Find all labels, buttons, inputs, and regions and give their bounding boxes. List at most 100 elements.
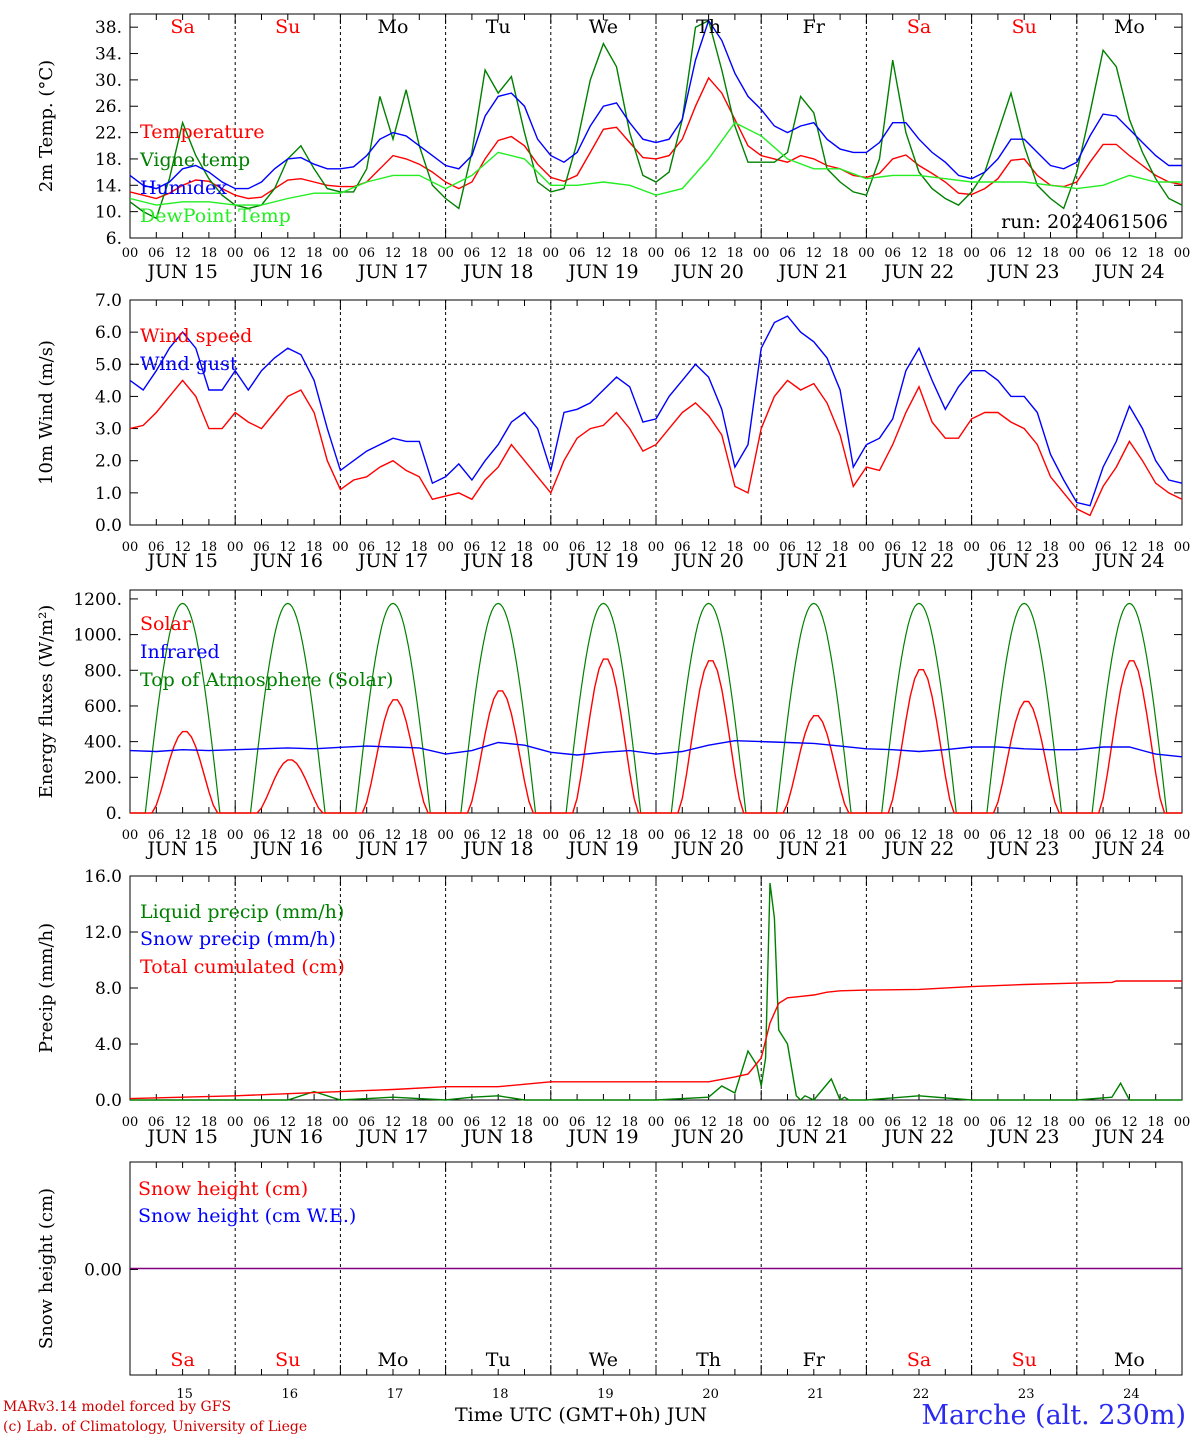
panel-4-hour-label: 00 bbox=[1069, 1115, 1086, 1130]
panel-3-legend-entry: Infrared bbox=[140, 641, 220, 663]
panel-4-hour-label: 12 bbox=[595, 1115, 612, 1130]
panel-1-hour-label: 06 bbox=[569, 246, 586, 261]
panel-1-hour-label: 00 bbox=[963, 246, 980, 261]
panel-3-hour-label: 00 bbox=[963, 828, 980, 843]
panel-4-date-label: JUN 24 bbox=[1092, 1126, 1164, 1148]
panel-3-date-label: JUN 17 bbox=[356, 838, 428, 860]
panel-2-date-label: JUN 15 bbox=[145, 550, 217, 572]
panel-2-hour-label: 06 bbox=[358, 540, 375, 555]
panel-2-hour-label: 12 bbox=[280, 540, 297, 555]
panel-1-y-tick-label: 34. bbox=[95, 45, 122, 65]
panel-2-hour-label: 06 bbox=[148, 540, 165, 555]
panel-3-legend-entry: Solar bbox=[140, 613, 192, 635]
panel-3-hour-label: 06 bbox=[569, 828, 586, 843]
panel-4-hour-label: 18 bbox=[1147, 1115, 1164, 1130]
panel-2-y-tick-label: 6.0 bbox=[95, 323, 122, 343]
panel-4-hour-label: 06 bbox=[884, 1115, 901, 1130]
weekday-label-bottom: We bbox=[589, 1349, 618, 1371]
panel-4-hour-label: 12 bbox=[490, 1115, 507, 1130]
panel-4-hour-label: 06 bbox=[358, 1115, 375, 1130]
panel-4-date-label: JUN 19 bbox=[566, 1126, 638, 1148]
panel-3-hour-label: 06 bbox=[253, 828, 270, 843]
panel-3-hour-label: 06 bbox=[1095, 828, 1112, 843]
panel-3-hour-label: 18 bbox=[727, 828, 744, 843]
panel-1-legend-entry: Temperature bbox=[140, 121, 264, 143]
panel-4-hour-label: 00 bbox=[437, 1115, 454, 1130]
panel-1-hour-label: 00 bbox=[1069, 246, 1086, 261]
panel-2-hour-label: 06 bbox=[253, 540, 270, 555]
panel-3-y-tick-label: 1000. bbox=[73, 626, 122, 646]
panel-2-hour-label: 12 bbox=[174, 540, 191, 555]
panel-2-date-label: JUN 24 bbox=[1092, 550, 1164, 572]
panel-2-date-label: JUN 22 bbox=[882, 550, 954, 572]
panel-3-date-label: JUN 21 bbox=[777, 838, 849, 860]
panel-4-hour-label: 18 bbox=[1042, 1115, 1059, 1130]
panel-3-hour-label: 06 bbox=[148, 828, 165, 843]
panel-4-hour-label: 18 bbox=[621, 1115, 638, 1130]
panel-4-date-label: JUN 20 bbox=[671, 1126, 743, 1148]
panel-1-date-label: JUN 16 bbox=[251, 261, 323, 283]
panel-2-hour-label: 00 bbox=[227, 540, 244, 555]
panel-1-hour-label: 06 bbox=[884, 246, 901, 261]
weekday-label-top: Mo bbox=[1114, 16, 1145, 38]
panel-1-date-label: JUN 22 bbox=[882, 261, 954, 283]
series-line-humidex bbox=[129, 19, 1182, 190]
panel-2-hour-label: 18 bbox=[306, 540, 323, 555]
panel-3-hour-label: 12 bbox=[280, 828, 297, 843]
panel-3-legend-entry: Top of Atmosphere (Solar) bbox=[140, 669, 393, 691]
panel-4-hour-label: 00 bbox=[858, 1115, 875, 1130]
panel-4-date-label: JUN 23 bbox=[987, 1126, 1059, 1148]
panel-2-y-tick-label: 7.0 bbox=[95, 291, 122, 311]
panel-3-hour-label: 12 bbox=[174, 828, 191, 843]
panel-4-hour-label: 18 bbox=[306, 1115, 323, 1130]
panel-3-hour-label: 00 bbox=[753, 828, 770, 843]
panel-4-y-tick-label: 12.0 bbox=[84, 923, 122, 943]
series-line-temperature bbox=[129, 76, 1183, 200]
panel-4-hour-label: 12 bbox=[1016, 1115, 1033, 1130]
panel-2-hour-label: 00 bbox=[963, 540, 980, 555]
panel-1-hour-label: 00 bbox=[543, 246, 560, 261]
panel-4-date-label: JUN 15 bbox=[145, 1126, 217, 1148]
panel-1-hour-label: 12 bbox=[490, 246, 507, 261]
panel-2-hour-label: 00 bbox=[858, 540, 875, 555]
panel-1-hour-label: 18 bbox=[937, 246, 954, 261]
panel-3-hour-label: 00 bbox=[543, 828, 560, 843]
series-line-liquid-precip-mm-h bbox=[130, 882, 1182, 1102]
panel-3-hour-label: 12 bbox=[490, 828, 507, 843]
panel-2-hour-label: 00 bbox=[122, 540, 139, 555]
model-credit: MARv3.14 model forced by GFS bbox=[3, 1399, 232, 1415]
panel-3-date-label: JUN 23 bbox=[987, 838, 1059, 860]
panel-2-hour-label: 00 bbox=[1069, 540, 1086, 555]
panel-4-hour-label: 12 bbox=[1121, 1115, 1138, 1130]
panel-1-hour-label: 06 bbox=[464, 246, 481, 261]
panel-4-hour-label: 06 bbox=[464, 1115, 481, 1130]
panel-4-hour-label: 06 bbox=[569, 1115, 586, 1130]
panel-1-hour-label: 12 bbox=[280, 246, 297, 261]
panel-2-hour-label: 06 bbox=[674, 540, 691, 555]
panel-3-y-tick-label: 200. bbox=[84, 768, 122, 788]
panel-1-hour-label: 06 bbox=[674, 246, 691, 261]
panel-1-hour-label: 18 bbox=[832, 246, 849, 261]
weekday-label-bottom: Sa bbox=[170, 1349, 194, 1371]
panel-4-legend-entry: Total cumulated (cm) bbox=[140, 956, 345, 978]
panel-3-hour-label: 12 bbox=[595, 828, 612, 843]
panel-3-hour-label: 00 bbox=[1069, 828, 1086, 843]
panel-2-y-tick-label: 1.0 bbox=[95, 484, 122, 504]
panel-4-hour-label: 00 bbox=[332, 1115, 349, 1130]
panel-3-hour-label: 18 bbox=[937, 828, 954, 843]
weekday-label-bottom: Tu bbox=[486, 1349, 511, 1371]
panel-1-y-tick-label: 22. bbox=[95, 124, 122, 144]
weekday-label-bottom: Sa bbox=[907, 1349, 931, 1371]
panel-4-hour-label: 00 bbox=[1174, 1115, 1191, 1130]
panel-2-hour-label: 12 bbox=[490, 540, 507, 555]
panel-2-hour-label: 18 bbox=[1147, 540, 1164, 555]
panel-3-hour-label: 06 bbox=[358, 828, 375, 843]
panel-3-hour-label: 06 bbox=[990, 828, 1007, 843]
day-number-label: 15 bbox=[176, 1387, 193, 1402]
panel-2-legend-entry: Wind speed bbox=[140, 325, 252, 347]
panel-2-y-tick-label: 5.0 bbox=[95, 355, 122, 375]
panel-3-hour-label: 12 bbox=[911, 828, 928, 843]
panel-4-date-label: JUN 17 bbox=[356, 1126, 428, 1148]
panel-3-hour-label: 06 bbox=[464, 828, 481, 843]
weekday-label-top: Su bbox=[1012, 16, 1037, 38]
